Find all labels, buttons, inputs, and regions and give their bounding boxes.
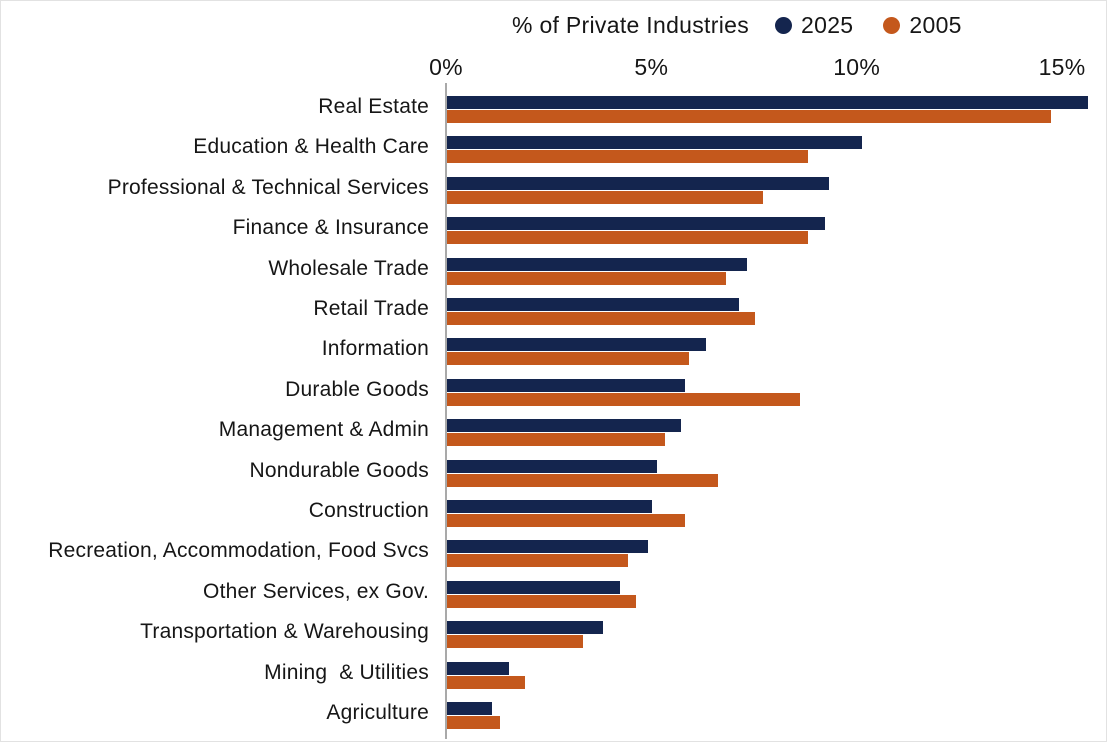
bar-2005-3 xyxy=(447,231,809,245)
x-tick-label: 0% xyxy=(429,54,463,80)
bar-2005-15 xyxy=(447,716,501,729)
x-tick-label: 10% xyxy=(833,54,881,80)
bar-2005-7 xyxy=(447,392,801,406)
bar-2005-1 xyxy=(447,150,809,164)
category-label: Other Services, ex Gov. xyxy=(203,579,429,603)
legend-item-2025: 2025 xyxy=(775,12,853,39)
x-tick-label: 15% xyxy=(1038,54,1086,80)
legend: % of Private Industries 2025 2005 xyxy=(512,9,962,41)
legend-dot-2025-icon xyxy=(775,16,793,34)
category-label: Education & Health Care xyxy=(193,135,429,159)
category-label: Construction xyxy=(308,499,429,522)
bar-2025-3 xyxy=(447,217,825,231)
chart-title: % of Private Industries xyxy=(512,11,750,38)
legend-item-2005: 2005 xyxy=(883,12,961,39)
category-label: Professional & Technical Services xyxy=(107,175,429,199)
bar-2025-10 xyxy=(447,500,653,513)
bar-2025-13 xyxy=(447,621,604,635)
bar-2025-2 xyxy=(447,176,829,190)
bar-2025-6 xyxy=(447,338,706,352)
y-axis-line xyxy=(445,83,447,739)
bar-2005-13 xyxy=(447,635,583,649)
x-tick-label: 5% xyxy=(634,54,669,80)
category-label: Management & Admin xyxy=(218,418,429,442)
bar-2025-5 xyxy=(447,298,739,311)
bar-2025-9 xyxy=(447,459,657,473)
bar-2025-12 xyxy=(447,580,620,594)
bar-2005-10 xyxy=(447,514,686,527)
bar-2005-2 xyxy=(447,190,764,204)
bar-2005-6 xyxy=(447,352,690,366)
bar-2025-14 xyxy=(447,661,509,675)
legend-dot-2005-icon xyxy=(883,16,901,34)
bar-2005-8 xyxy=(447,433,665,447)
category-label: Finance & Insurance xyxy=(232,216,429,240)
bar-2025-1 xyxy=(447,136,862,150)
bar-2025-8 xyxy=(447,419,682,433)
bar-2025-4 xyxy=(447,257,747,271)
bar-2005-9 xyxy=(447,473,719,487)
bar-2025-0 xyxy=(447,96,1088,109)
bar-2025-11 xyxy=(447,540,649,554)
bar-2005-4 xyxy=(447,271,727,285)
bar-2025-15 xyxy=(447,702,493,715)
category-label: Nondurable Goods xyxy=(249,458,429,482)
category-label: Transportation & Warehousing xyxy=(140,620,429,644)
category-label: Durable Goods xyxy=(285,377,429,401)
bar-2005-0 xyxy=(447,110,1051,123)
category-label: Agriculture xyxy=(326,701,429,724)
category-label: Wholesale Trade xyxy=(268,256,429,280)
bar-2025-7 xyxy=(447,378,686,392)
category-label: Mining & Utilities xyxy=(264,660,429,684)
bar-2005-11 xyxy=(447,554,628,568)
legend-label-2005: 2005 xyxy=(909,11,962,38)
category-label: Information xyxy=(321,337,429,361)
bar-2005-14 xyxy=(447,675,525,689)
bar-2005-5 xyxy=(447,312,755,325)
bar-2005-12 xyxy=(447,594,636,608)
legend-label-2025: 2025 xyxy=(801,11,854,38)
category-label: Recreation, Accommodation, Food Svcs xyxy=(48,539,429,563)
category-label: Retail Trade xyxy=(313,297,429,320)
category-label: Real Estate xyxy=(318,95,429,118)
